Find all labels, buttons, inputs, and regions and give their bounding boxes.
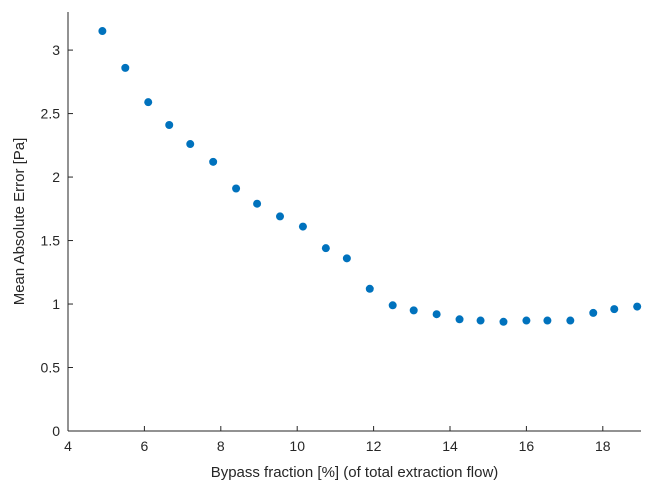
data-point — [98, 27, 107, 36]
y-tick-label: 1.5 — [41, 233, 61, 249]
data-point — [409, 306, 418, 315]
data-point — [253, 199, 262, 208]
data-point — [522, 316, 531, 325]
y-tick-label: 3 — [52, 42, 60, 58]
data-point — [321, 244, 330, 253]
data-point — [276, 212, 285, 221]
data-point — [499, 317, 508, 326]
x-axis-ticks: 4 6 8 10 12 14 16 18 — [64, 426, 611, 454]
data-points — [98, 27, 642, 326]
data-point — [121, 63, 130, 72]
data-point — [589, 308, 598, 317]
axes — [67, 12, 641, 432]
data-point — [476, 316, 485, 325]
y-tick-label: 1 — [52, 296, 60, 312]
x-tick-label: 8 — [217, 438, 225, 454]
data-point — [165, 121, 174, 130]
data-point — [342, 254, 351, 263]
data-point — [566, 316, 575, 325]
data-point — [232, 184, 241, 193]
y-tick-label: 0 — [52, 423, 60, 439]
x-tick-label: 6 — [141, 438, 149, 454]
x-tick-label: 12 — [366, 438, 382, 454]
x-axis-label: Bypass fraction [%] (of total extraction… — [211, 464, 499, 481]
data-point — [186, 140, 195, 149]
y-tick-label: 0.5 — [41, 360, 61, 376]
y-axis-ticks: 0 0.5 1 1.5 2 2.5 3 — [41, 42, 73, 439]
y-tick-label: 2 — [52, 169, 60, 185]
x-tick-label: 10 — [289, 438, 305, 454]
x-tick-label: 18 — [595, 438, 611, 454]
data-point — [298, 222, 307, 231]
x-tick-label: 14 — [442, 438, 458, 454]
data-point — [432, 310, 441, 319]
data-point — [388, 301, 397, 310]
x-tick-label: 4 — [64, 438, 72, 454]
data-point — [610, 305, 619, 314]
data-point — [633, 302, 642, 311]
data-point — [144, 98, 153, 107]
y-tick-label: 2.5 — [41, 106, 61, 122]
y-axis-label: Mean Absolute Error [Pa] — [11, 138, 28, 306]
data-point — [543, 316, 552, 325]
data-point — [455, 315, 464, 324]
x-tick-label: 16 — [519, 438, 535, 454]
data-point — [209, 157, 218, 166]
data-point — [365, 284, 374, 293]
